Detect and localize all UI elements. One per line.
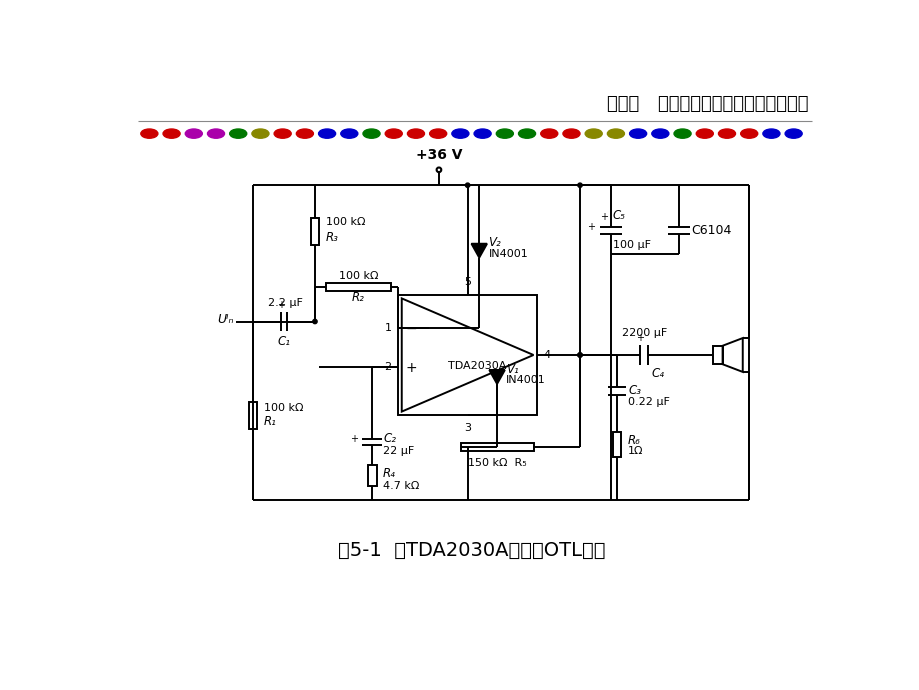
Bar — [612, 433, 621, 457]
Text: 2200 μF: 2200 μF — [621, 328, 666, 338]
Text: IN4001: IN4001 — [488, 248, 528, 259]
Text: 3: 3 — [463, 423, 471, 433]
Text: TDA2030A: TDA2030A — [448, 361, 505, 371]
Text: −: − — [404, 322, 416, 336]
Bar — [325, 283, 391, 291]
Bar — [311, 217, 319, 245]
Circle shape — [577, 353, 582, 357]
Text: +: + — [404, 361, 416, 375]
Text: R₃: R₃ — [325, 231, 338, 244]
Text: IN4001: IN4001 — [505, 375, 546, 385]
Ellipse shape — [296, 129, 313, 138]
Text: 图5-1  用TDA2030A组成的OTL电路: 图5-1 用TDA2030A组成的OTL电路 — [337, 541, 605, 560]
Ellipse shape — [208, 129, 224, 138]
Ellipse shape — [651, 129, 668, 138]
Ellipse shape — [141, 129, 158, 138]
Ellipse shape — [473, 129, 491, 138]
Text: R₆: R₆ — [628, 433, 641, 446]
Text: +36 V: +36 V — [415, 148, 461, 162]
Ellipse shape — [607, 129, 624, 138]
Text: 项目五   低频功率放大电路的制作与调试: 项目五 低频功率放大电路的制作与调试 — [607, 95, 808, 113]
Ellipse shape — [495, 129, 513, 138]
Ellipse shape — [562, 129, 579, 138]
Ellipse shape — [230, 129, 246, 138]
Bar — [712, 346, 721, 364]
Ellipse shape — [584, 129, 602, 138]
Bar — [461, 443, 533, 451]
Text: V₁: V₁ — [505, 363, 518, 376]
Ellipse shape — [718, 129, 734, 138]
Text: C₂: C₂ — [382, 432, 396, 445]
Circle shape — [577, 183, 582, 188]
Text: C₃: C₃ — [628, 384, 641, 397]
Text: 4.7 kΩ: 4.7 kΩ — [382, 480, 419, 491]
Ellipse shape — [363, 129, 380, 138]
Text: +: + — [277, 300, 285, 310]
Text: 100 kΩ: 100 kΩ — [338, 271, 378, 281]
Text: 5: 5 — [463, 277, 471, 287]
Ellipse shape — [385, 129, 402, 138]
Ellipse shape — [429, 129, 447, 138]
Circle shape — [577, 353, 582, 357]
Ellipse shape — [674, 129, 690, 138]
Text: C₁: C₁ — [278, 335, 290, 348]
Ellipse shape — [784, 129, 801, 138]
Text: +: + — [587, 221, 595, 232]
Text: 1Ω: 1Ω — [628, 446, 643, 456]
Ellipse shape — [274, 129, 291, 138]
Text: 100 kΩ: 100 kΩ — [264, 403, 303, 413]
Text: R₁: R₁ — [264, 415, 277, 428]
Text: +: + — [636, 333, 643, 343]
Bar — [248, 402, 257, 428]
Circle shape — [312, 319, 317, 324]
Ellipse shape — [163, 129, 180, 138]
Ellipse shape — [185, 129, 202, 138]
Polygon shape — [471, 244, 486, 257]
Ellipse shape — [252, 129, 268, 138]
Ellipse shape — [318, 129, 335, 138]
Text: C6104: C6104 — [691, 224, 732, 237]
Text: 2: 2 — [384, 362, 391, 372]
Bar — [397, 295, 537, 415]
Text: 100 μF: 100 μF — [612, 239, 650, 250]
Text: R₄: R₄ — [382, 467, 395, 480]
Text: 0.22 μF: 0.22 μF — [628, 397, 669, 406]
Ellipse shape — [407, 129, 424, 138]
Text: C₄: C₄ — [651, 367, 664, 380]
Text: +: + — [350, 433, 358, 444]
Bar — [368, 465, 376, 486]
Text: 2.2 μF: 2.2 μF — [267, 297, 302, 308]
Ellipse shape — [762, 129, 779, 138]
Text: 1: 1 — [384, 324, 391, 333]
Text: 100 kΩ: 100 kΩ — [325, 217, 365, 227]
Ellipse shape — [451, 129, 469, 138]
Circle shape — [465, 183, 470, 188]
Text: Uᴵₙ: Uᴵₙ — [217, 313, 233, 326]
Polygon shape — [489, 370, 505, 384]
Ellipse shape — [629, 129, 646, 138]
Text: 150 kΩ  R₅: 150 kΩ R₅ — [468, 457, 527, 468]
Ellipse shape — [340, 129, 357, 138]
Ellipse shape — [540, 129, 557, 138]
Text: 4: 4 — [543, 350, 550, 360]
Ellipse shape — [696, 129, 712, 138]
Ellipse shape — [740, 129, 757, 138]
Text: 22 μF: 22 μF — [382, 446, 414, 456]
Text: V₂: V₂ — [488, 237, 501, 250]
Ellipse shape — [518, 129, 535, 138]
Text: +: + — [599, 212, 607, 221]
Text: C₅: C₅ — [612, 209, 625, 221]
Text: R₂: R₂ — [352, 291, 365, 304]
